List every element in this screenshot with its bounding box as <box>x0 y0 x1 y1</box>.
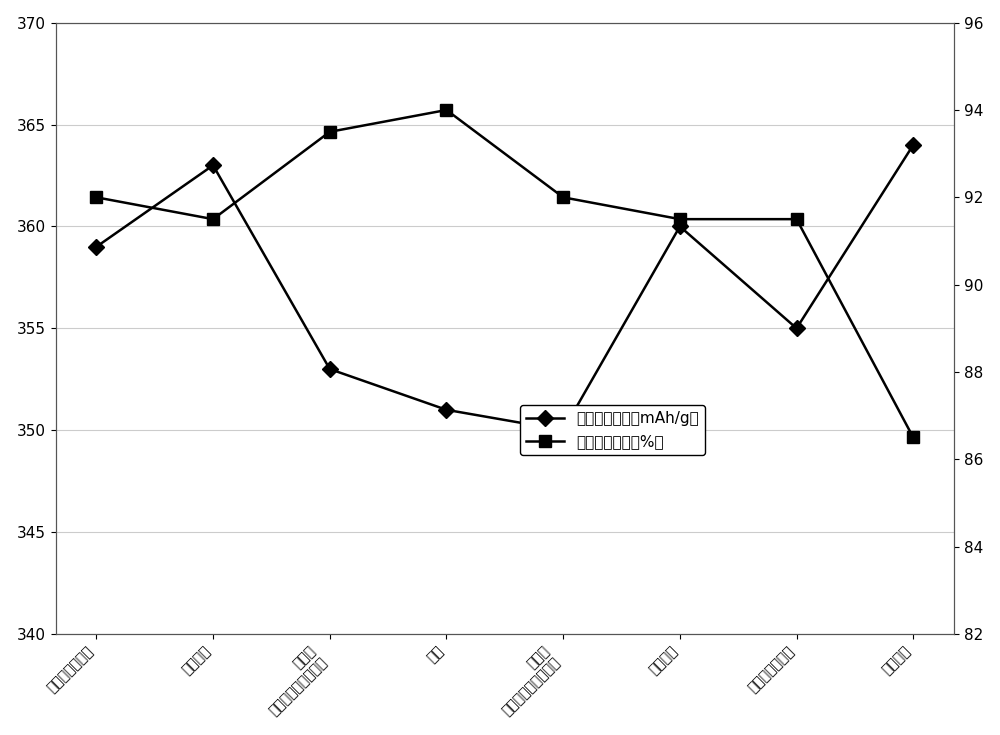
首次充放效率（%） <box>674 215 686 223</box>
Line: 首次充放效率（%）: 首次充放效率（%） <box>91 104 919 443</box>
首次充放效率（%） <box>791 215 803 223</box>
首次充放效率（%） <box>90 193 102 201</box>
首次充放效率（%） <box>557 193 569 201</box>
Legend: 首次放电容量（mAh/g）, 首次充放效率（%）: 首次放电容量（mAh/g）, 首次充放效率（%） <box>520 405 705 455</box>
Line: 首次放电容量（mAh/g）: 首次放电容量（mAh/g） <box>91 140 919 436</box>
首次放电容量（mAh/g） <box>440 406 452 415</box>
首次充放效率（%） <box>324 127 336 136</box>
首次充放效率（%） <box>440 106 452 115</box>
首次放电容量（mAh/g） <box>674 222 686 231</box>
首次充放效率（%） <box>907 433 919 442</box>
首次放电容量（mAh/g） <box>557 426 569 434</box>
首次放电容量（mAh/g） <box>324 365 336 373</box>
首次放电容量（mAh/g） <box>907 140 919 149</box>
首次放电容量（mAh/g） <box>791 324 803 333</box>
首次放电容量（mAh/g） <box>90 243 102 251</box>
首次放电容量（mAh/g） <box>207 161 219 170</box>
首次充放效率（%） <box>207 215 219 223</box>
